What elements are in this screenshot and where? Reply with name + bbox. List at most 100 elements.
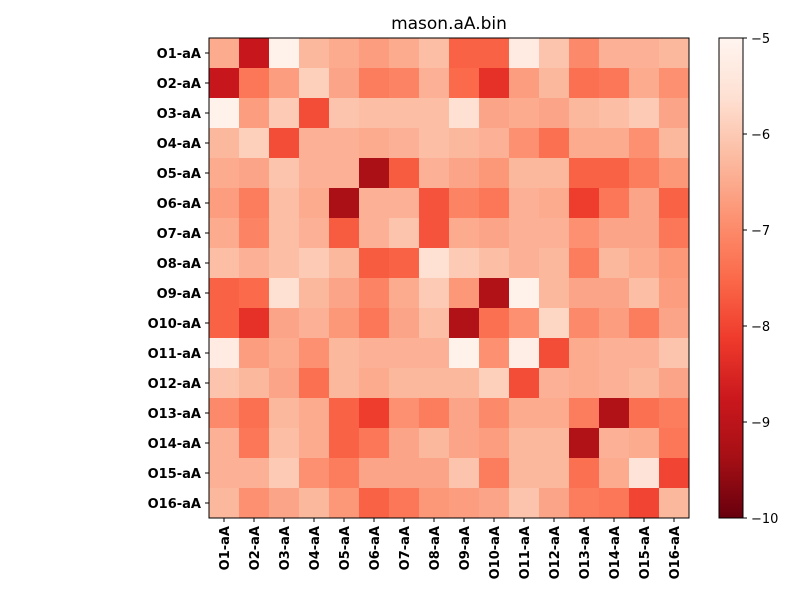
heatmap-cell [539,278,570,309]
heatmap-cell [359,458,390,489]
heatmap-cell [479,248,510,279]
heatmap-cell [239,278,270,309]
x-tick-label: O16-aA [668,526,683,579]
heatmap-cell [419,488,450,519]
heatmap-cell [209,458,240,489]
heatmap-cell [629,398,660,429]
colorbar-tick-label: −9 [751,416,770,431]
heatmap-cell [479,338,510,369]
heatmap-cell [629,218,660,249]
heatmap-cell [599,368,630,399]
heatmap-cell [509,398,540,429]
heatmap-cell [239,188,270,219]
y-axis-ticks: O1-aA O2-aA O3-aA O4-aA O5-aA O6-aA O7-aA O8-aA… [148,47,209,512]
heatmap-cell [209,278,240,309]
heatmap-cell [449,248,480,279]
heatmap-cell [239,308,270,339]
heatmap-cell [269,188,300,219]
heatmap-cell [659,458,690,489]
heatmap-cell [569,188,600,219]
heatmap-cell [479,278,510,309]
heatmap-cell [629,338,660,369]
y-tick-label: O7-aA [157,227,201,242]
heatmap-cell [419,128,450,159]
heatmap-cell [389,38,420,69]
x-tick-label: O13-aA [578,526,593,579]
heatmap-cell [359,248,390,279]
heatmap-cell [539,488,570,519]
heatmap-cell [329,38,360,69]
heatmap-cell [599,488,630,519]
heatmap-cell [209,398,240,429]
heatmap-cell [299,398,330,429]
plot-frame [208,37,690,519]
heatmap-cell [389,458,420,489]
heatmap-cell [539,398,570,429]
heatmap-cell [209,218,240,249]
colorbar [718,37,744,519]
heatmap-cell [209,38,240,69]
heatmap-cell [299,158,330,189]
y-tick-label: O1-aA [157,47,201,62]
heatmap-cell [239,98,270,129]
heatmap-cell [509,68,540,99]
heatmap-cell [509,278,540,309]
heatmap-cell [269,338,300,369]
y-tick-label: O8-aA [157,257,201,272]
heatmap-cell [299,68,330,99]
x-tick-label: O14-aA [608,526,623,579]
heatmap-cell [209,188,240,219]
heatmap-cell [479,158,510,189]
heatmap-cell [299,428,330,459]
heatmap-cell [539,458,570,489]
x-axis-ticks: O1-aA O2-aA O3-aA O4-aA O5-aA O6-aA O7-aA O8-aA… [218,518,683,579]
heatmap-cell [239,338,270,369]
heatmap-cell [629,38,660,69]
heatmap-cell [389,158,420,189]
heatmap-cell [239,128,270,159]
heatmap-cell [359,218,390,249]
heatmap-cell [239,158,270,189]
y-tick-label: O14-aA [148,437,201,452]
heatmap-cell [569,38,600,69]
heatmap-cell [509,308,540,339]
heatmap-cell [359,368,390,399]
heatmap-cell [209,68,240,99]
heatmap-cell [509,98,540,129]
heatmap-cell [599,68,630,99]
heatmap-cell [449,398,480,429]
heatmap-cell [389,308,420,339]
heatmap-cell [269,458,300,489]
heatmap-cell [299,98,330,129]
heatmap-cell [389,368,420,399]
x-tick-label: O4-aA [308,526,323,570]
heatmap-cell [659,398,690,429]
y-tick-label: O16-aA [148,497,201,512]
heatmap-cell [449,188,480,219]
heatmap-cell [479,38,510,69]
heatmap-cell [539,338,570,369]
heatmap-cell [419,278,450,309]
x-tick-label: O11-aA [518,526,533,579]
heatmap-cell [569,158,600,189]
heatmap-cell [539,218,570,249]
heatmap-cell [479,68,510,99]
heatmap-cell [449,458,480,489]
heatmap-cell [239,458,270,489]
heatmap-cell [599,278,630,309]
heatmap-cell [389,428,420,459]
y-tick-label: O2-aA [157,77,201,92]
x-tick-label: O5-aA [338,526,353,570]
x-tick-label: O3-aA [278,526,293,570]
heatmap-cell [659,98,690,129]
heatmap-cell [599,38,630,69]
heatmap-cell [419,338,450,369]
heatmap-cell [359,428,390,459]
heatmap-cell [329,188,360,219]
heatmap-cell [269,398,300,429]
heatmap-cell [449,308,480,339]
heatmap-cell [359,38,390,69]
y-tick-label: O11-aA [148,347,201,362]
x-tick-label: O2-aA [248,526,263,570]
heatmap-cell [239,398,270,429]
